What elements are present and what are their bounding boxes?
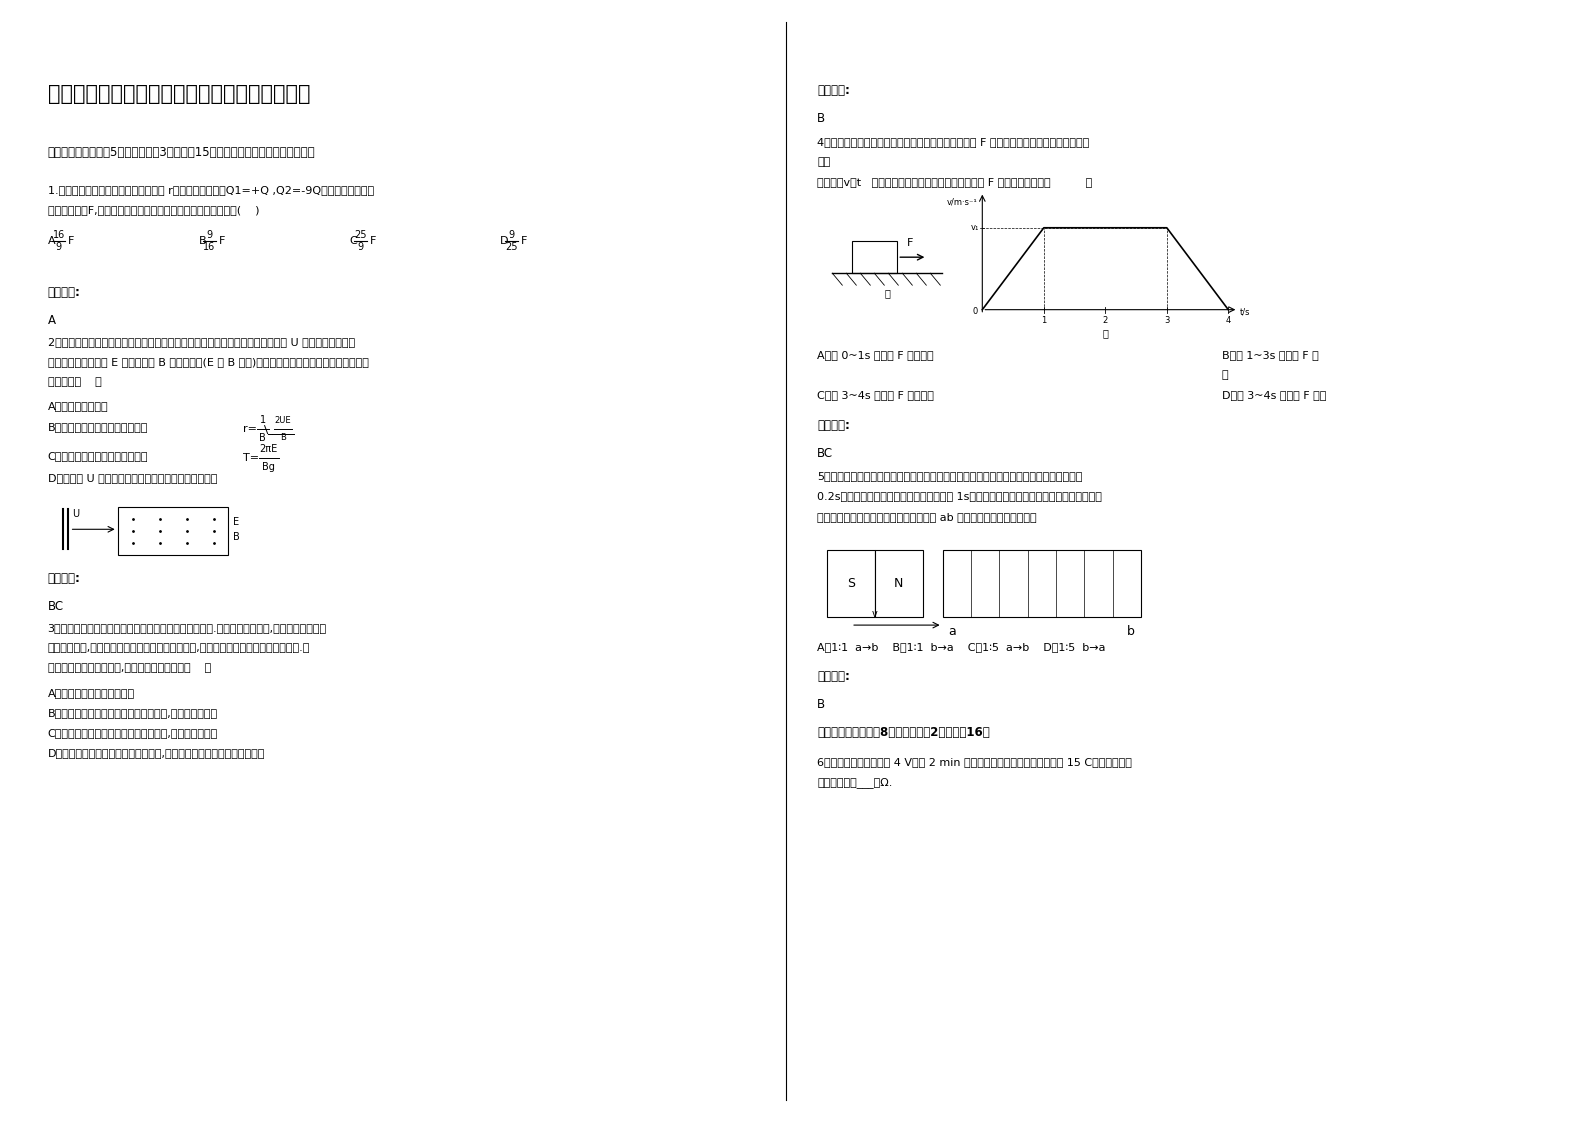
- Text: 参考答案:: 参考答案:: [48, 572, 81, 586]
- Text: 2πE: 2πE: [260, 444, 278, 453]
- Text: 体的电阻应是___＿Ω.: 体的电阻应是___＿Ω.: [817, 778, 892, 789]
- Text: U: U: [73, 509, 79, 519]
- Text: B．弹性绳拉展后运动员先处于失重状态,后处于超重状态: B．弹性绳拉展后运动员先处于失重状态,后处于超重状态: [48, 708, 217, 718]
- Text: A．小球可能带正电: A．小球可能带正电: [48, 401, 108, 411]
- Text: C．小球做匀速圆周运动的周期为: C．小球做匀速圆周运动的周期为: [48, 451, 148, 461]
- Bar: [943, 550, 1141, 617]
- Text: 4．有一物体放在粗糙的水平面上，在水平向右的外力 F 作用下向右做直线运动，如图甲所: 4．有一物体放在粗糙的水平面上，在水平向右的外力 F 作用下向右做直线运动，如图…: [817, 137, 1090, 147]
- Text: 9: 9: [206, 230, 213, 240]
- Text: 9: 9: [56, 242, 62, 252]
- Bar: [874, 550, 922, 617]
- Text: 其运动的v－t   图象乙中的实线所示，则下列关于外力 F 的判断正确的是（          ）: 其运动的v－t 图象乙中的实线所示，则下列关于外力 F 的判断正确的是（ ）: [817, 177, 1092, 187]
- Text: 1: 1: [260, 415, 265, 424]
- Text: B: B: [817, 112, 825, 126]
- Text: A: A: [48, 314, 56, 328]
- Text: 16: 16: [52, 230, 65, 240]
- Text: B．在 1~3s 内外力 F 恒: B．在 1~3s 内外力 F 恒: [1222, 350, 1319, 360]
- Text: 2．（多选）如图所示，已知一带电小球在光滑绝缘的水平面上从静止开始经电压 U 加速后，水平进入: 2．（多选）如图所示，已知一带电小球在光滑绝缘的水平面上从静止开始经电压 U 加…: [48, 337, 355, 347]
- Text: C．在 3~4s 内外力 F 不断变化: C．在 3~4s 内外力 F 不断变化: [817, 390, 935, 401]
- Text: 二、填空题：本题共8小题，每小题2分，共计16分: 二、填空题：本题共8小题，每小题2分，共计16分: [817, 726, 990, 739]
- Text: 25: 25: [505, 242, 517, 252]
- Text: D．弹性绳拉展前运动员处于失重状态,弹性绳拉展后运动员处于超重状态: D．弹性绳拉展前运动员处于失重状态,弹性绳拉展后运动员处于超重状态: [48, 748, 265, 758]
- Text: 相互作用力为F,如将两小球接触一下再放回原位则作用力将变为(    ): 相互作用力为F,如将两小球接触一下再放回原位则作用力将变为( ): [48, 205, 259, 215]
- Text: 甲: 甲: [884, 288, 890, 298]
- Text: B: B: [233, 532, 240, 542]
- Text: BC: BC: [817, 447, 833, 460]
- Text: S: S: [847, 577, 855, 590]
- Text: t/s: t/s: [1241, 307, 1251, 316]
- Text: A．在 0~1s 内外力 F 不断变化: A．在 0~1s 内外力 F 不断变化: [817, 350, 933, 360]
- Text: N: N: [893, 577, 903, 590]
- Text: 示，: 示，: [817, 157, 830, 167]
- Text: 16: 16: [203, 242, 216, 252]
- Text: 天津昆山道中学高二物理上学期期末试题含解析: 天津昆山道中学高二物理上学期期末试题含解析: [48, 84, 309, 104]
- Bar: [827, 550, 874, 617]
- Text: 乙: 乙: [1103, 328, 1108, 338]
- Text: F: F: [908, 238, 914, 248]
- Text: v/m·s⁻¹: v/m·s⁻¹: [946, 197, 978, 206]
- Text: F: F: [219, 237, 225, 246]
- Text: B．小球做匀速圆周运动的半径为: B．小球做匀速圆周运动的半径为: [48, 422, 148, 432]
- Text: B: B: [279, 433, 286, 442]
- Text: 9: 9: [357, 242, 363, 252]
- Text: B: B: [817, 698, 825, 711]
- Text: D: D: [500, 237, 508, 246]
- Text: 3．蹦极是一种极限体育项目，可以锻炼人的胆量和意志.运动员从高处跳下,弹性绳被拉展前做: 3．蹦极是一种极限体育项目，可以锻炼人的胆量和意志.运动员从高处跳下,弹性绳被拉…: [48, 623, 327, 633]
- Text: b: b: [1127, 625, 1135, 638]
- Text: B: B: [259, 433, 267, 442]
- Text: E: E: [233, 517, 238, 527]
- Text: 1.真空中两个完全相同的金属小球相距 r，带电量分别为：Q1=+Q ,Q2=-9Q，此时两电荷间的: 1.真空中两个完全相同的金属小球相距 r，带电量分别为：Q1=+Q ,Q2=-9…: [48, 185, 373, 195]
- Text: 2: 2: [1103, 315, 1108, 324]
- Text: 0: 0: [973, 307, 978, 316]
- Text: D．若电压 U 增大，则小球做匀速圆周运动的周期增加: D．若电压 U 增大，则小球做匀速圆周运动的周期增加: [48, 473, 217, 484]
- Text: BC: BC: [48, 600, 63, 614]
- Text: A．运动员一直处于失重状态: A．运动员一直处于失重状态: [48, 688, 135, 698]
- Text: F: F: [68, 237, 75, 246]
- Text: F: F: [521, 237, 527, 246]
- Text: 参考答案:: 参考答案:: [48, 286, 81, 300]
- Text: 参考答案:: 参考答案:: [817, 670, 851, 683]
- Text: D．在 3~4s 内外力 F 恒定: D．在 3~4s 内外力 F 恒定: [1222, 390, 1327, 401]
- Text: B: B: [198, 237, 206, 246]
- Text: T=: T=: [243, 453, 259, 462]
- Bar: [117, 507, 227, 555]
- Text: v: v: [871, 609, 878, 619]
- Text: 6．一段导体两端电压是 4 V，在 2 min 内通过导体某一横截面积的电量是 15 C，那么这段导: 6．一段导体两端电压是 4 V，在 2 min 内通过导体某一横截面积的电量是 …: [817, 757, 1132, 767]
- Text: 参考答案:: 参考答案:: [817, 84, 851, 98]
- Text: v₁: v₁: [971, 223, 979, 232]
- Text: 4: 4: [1225, 315, 1232, 324]
- Text: a: a: [949, 625, 957, 638]
- Text: 互相垂直的匀强电场 E 和匀强磁场 B 的复合场中(E 和 B 已知)，小球在此空间的竖直面内做匀速圆周: 互相垂直的匀强电场 E 和匀强磁场 B 的复合场中(E 和 B 已知)，小球在此…: [48, 357, 368, 367]
- Text: 这运动员下降的全过程中,下列说法中正确的是（    ）: 这运动员下降的全过程中,下列说法中正确的是（ ）: [48, 663, 211, 673]
- Text: A．1∶1  a→b    B．1∶1  b→a    C．1∶5  a→b    D．1∶5  b→a: A．1∶1 a→b B．1∶1 b→a C．1∶5 a→b D．1∶5 b→a: [817, 642, 1106, 652]
- Text: 5．如图所示，将条形磁铁插入闭合线圈内（未全部插入），若第一次迅速插入线圈中用时: 5．如图所示，将条形磁铁插入闭合线圈内（未全部插入），若第一次迅速插入线圈中用时: [817, 471, 1082, 481]
- Text: C．弹性绳拉展后运动员先处于超重状态,后处于失重状态: C．弹性绳拉展后运动员先处于超重状态,后处于失重状态: [48, 728, 217, 738]
- Text: 参考答案:: 参考答案:: [817, 419, 851, 432]
- Text: C: C: [349, 237, 357, 246]
- Text: 25: 25: [354, 230, 367, 240]
- Text: 线圈导线截面的电量之比以及通过直导线 ab 的电流方向表述正确的是：: 线圈导线截面的电量之比以及通过直导线 ab 的电流方向表述正确的是：: [817, 512, 1036, 522]
- Text: A: A: [48, 237, 56, 246]
- Text: F: F: [370, 237, 376, 246]
- Text: 一、选择题：本题共5小题，每小题3分，共计15分．每小题只有一个选项符合题意: 一、选择题：本题共5小题，每小题3分，共计15分．每小题只有一个选项符合题意: [48, 146, 316, 159]
- Text: 运动，则（    ）: 运动，则（ ）: [48, 377, 102, 387]
- Text: Bg: Bg: [262, 462, 275, 471]
- Text: 0.2s，第二次缓慢插入线圈中同一位置用时 1s，则第一次和第二次插入线圈的过程中，通过: 0.2s，第二次缓慢插入线圈中同一位置用时 1s，则第一次和第二次插入线圈的过程…: [817, 491, 1103, 502]
- Text: 定: 定: [1222, 370, 1228, 380]
- Text: 自由落体运动,弹性绳拉展后在弹性绳的缓冲作用下,运动员下落一定高度后速度变为零.在: 自由落体运动,弹性绳拉展后在弹性绳的缓冲作用下,运动员下落一定高度后速度变为零.…: [48, 643, 309, 653]
- Text: 1: 1: [1041, 315, 1046, 324]
- Text: 9: 9: [508, 230, 514, 240]
- Text: r=: r=: [243, 424, 257, 433]
- Bar: [852, 241, 897, 273]
- Text: 3: 3: [1165, 315, 1170, 324]
- Text: 2UE: 2UE: [275, 415, 290, 424]
